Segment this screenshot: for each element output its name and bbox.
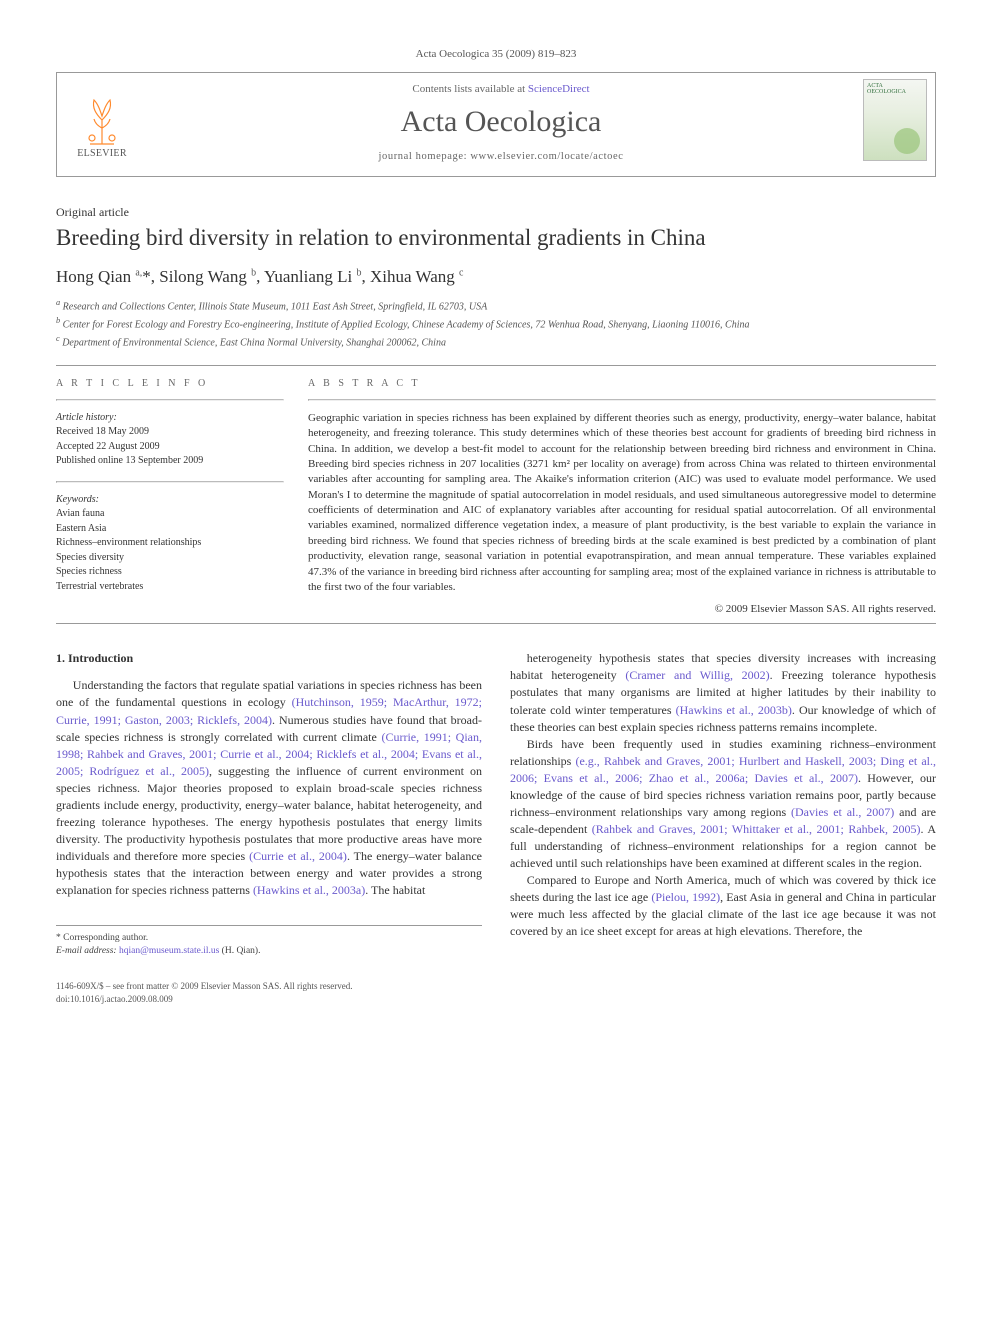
contents-prefix: Contents lists available at — [412, 83, 527, 95]
abstract-divider — [308, 399, 936, 401]
homepage-url[interactable]: www.elsevier.com/locate/actoec — [470, 151, 623, 162]
info-divider-1 — [56, 399, 284, 401]
affiliation-1: b Center for Forest Ecology and Forestry… — [56, 315, 936, 332]
journal-header-box: ELSEVIER Contents lists available at Sci… — [56, 72, 936, 177]
body-p3: Birds have been frequently used in studi… — [510, 736, 936, 872]
elsevier-tree-icon — [78, 90, 126, 146]
keyword-0: Avian fauna — [56, 507, 284, 522]
page-footer: 1146-609X/$ – see front matter © 2009 El… — [56, 980, 936, 1005]
header-row: ELSEVIER Contents lists available at Sci… — [57, 73, 935, 176]
abstract-copyright: © 2009 Elsevier Masson SAS. All rights r… — [308, 603, 936, 615]
info-divider-2 — [56, 481, 284, 483]
article-info-label: A R T I C L E I N F O — [56, 378, 284, 389]
affiliations-block: a Research and Collections Center, Illin… — [56, 297, 936, 351]
email-label: E-mail address: — [56, 946, 117, 956]
header-center: Contents lists available at ScienceDirec… — [147, 73, 855, 176]
keyword-2: Richness–environment relationships — [56, 536, 284, 551]
history-line-2: Published online 13 September 2009 — [56, 454, 284, 469]
keyword-1: Eastern Asia — [56, 522, 284, 537]
publisher-logo-block: ELSEVIER — [57, 73, 147, 176]
page-root: Acta Oecologica 35 (2009) 819–823 — [0, 0, 992, 1046]
homepage-line: journal homepage: www.elsevier.com/locat… — [155, 151, 847, 162]
sciencedirect-link[interactable]: ScienceDirect — [528, 83, 590, 95]
homepage-prefix: journal homepage: — [378, 151, 470, 162]
rule-top — [56, 365, 936, 366]
email-line: E-mail address: hqian@museum.state.il.us… — [56, 945, 482, 958]
corresponding-author-note: * Corresponding author. — [56, 932, 482, 945]
body-p1: Understanding the factors that regulate … — [56, 677, 482, 898]
affiliation-0: a Research and Collections Center, Illin… — [56, 297, 936, 314]
running-head: Acta Oecologica 35 (2009) 819–823 — [56, 48, 936, 60]
cover-image: ACTA OECOLOGICA — [863, 79, 927, 161]
article-title: Breeding bird diversity in relation to e… — [56, 224, 936, 253]
abstract-text: Geographic variation in species richness… — [308, 411, 936, 596]
corresponding-email-link[interactable]: hqian@museum.state.il.us — [119, 946, 219, 956]
history-line-1: Accepted 22 August 2009 — [56, 440, 284, 455]
footnote-block: * Corresponding author. E-mail address: … — [56, 925, 482, 959]
history-label: Article history: — [56, 412, 117, 423]
keywords-label: Keywords: — [56, 494, 99, 505]
info-abstract-row: A R T I C L E I N F O Article history: R… — [56, 378, 936, 616]
journal-cover-thumb: ACTA OECOLOGICA — [855, 73, 935, 176]
keyword-4: Species richness — [56, 565, 284, 580]
cover-label: ACTA OECOLOGICA — [867, 83, 906, 95]
contents-line: Contents lists available at ScienceDirec… — [155, 83, 847, 95]
section-heading-intro: 1. Introduction — [56, 650, 482, 667]
history-block: Article history: Received 18 May 2009Acc… — [56, 411, 284, 469]
publisher-name: ELSEVIER — [77, 148, 127, 159]
body-columns: 1. Introduction Understanding the factor… — [56, 650, 936, 958]
keyword-5: Terrestrial vertebrates — [56, 580, 284, 595]
keyword-3: Species diversity — [56, 551, 284, 566]
body-p4: Compared to Europe and North America, mu… — [510, 872, 936, 940]
body-p2: heterogeneity hypothesis states that spe… — [510, 650, 936, 735]
history-line-0: Received 18 May 2009 — [56, 425, 284, 440]
journal-name: Acta Oecologica — [155, 105, 847, 139]
article-type: Original article — [56, 205, 936, 220]
abstract-label: A B S T R A C T — [308, 378, 936, 389]
rule-bottom — [56, 623, 936, 624]
email-suffix: (H. Qian). — [222, 946, 261, 956]
abstract-col: A B S T R A C T Geographic variation in … — [308, 378, 936, 616]
affiliation-2: c Department of Environmental Science, E… — [56, 333, 936, 350]
footer-line-2: doi:10.1016/j.actao.2009.08.009 — [56, 993, 936, 1006]
article-info-col: A R T I C L E I N F O Article history: R… — [56, 378, 284, 616]
keywords-block: Keywords: Avian faunaEastern AsiaRichnes… — [56, 493, 284, 595]
authors-line: Hong Qian a,*, Silong Wang b, Yuanliang … — [56, 267, 936, 287]
footer-line-1: 1146-609X/$ – see front matter © 2009 El… — [56, 980, 936, 993]
